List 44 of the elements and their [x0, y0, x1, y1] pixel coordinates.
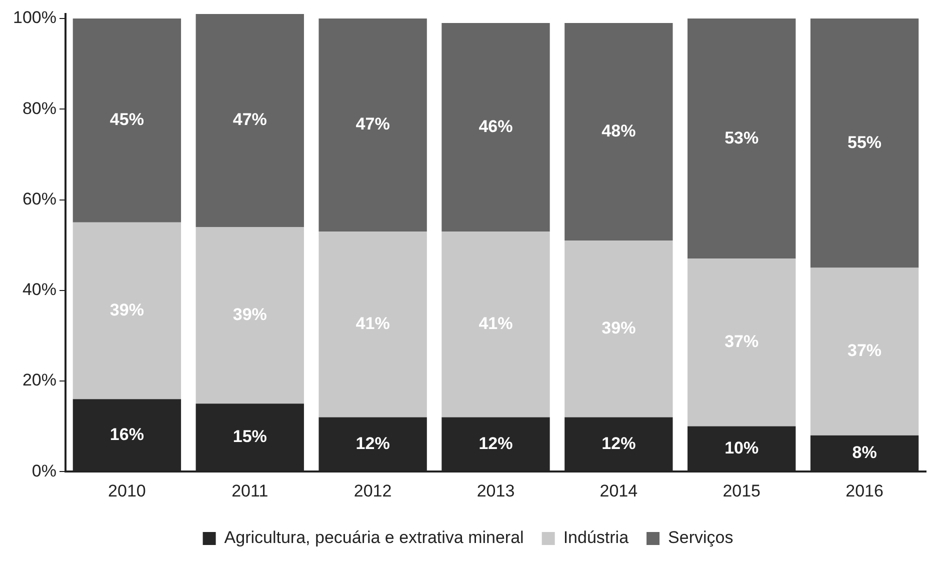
y-tick-label: 60%: [22, 189, 56, 208]
x-tick-label: 2016: [846, 481, 884, 500]
data-label: 47%: [356, 114, 390, 134]
data-label: 8%: [852, 442, 877, 462]
data-label: 15%: [232, 427, 267, 446]
bar: [442, 231, 550, 418]
bar: [810, 18, 919, 268]
bar: [564, 23, 673, 241]
data-label: 48%: [602, 121, 636, 140]
x-tick-label: 2014: [600, 481, 638, 500]
legend-label: Agricultura, pecuária e extrativa mineral: [224, 528, 524, 548]
x-tick-label: 2011: [232, 481, 268, 500]
data-label: 12%: [478, 434, 513, 453]
data-label: 45%: [110, 110, 144, 130]
legend-label: Indústria: [563, 528, 630, 548]
x-tick-label: 2010: [108, 481, 146, 500]
data-label: 47%: [232, 110, 267, 130]
bar: [318, 231, 427, 418]
bar: [810, 268, 919, 436]
y-tick-label: 20%: [22, 370, 56, 390]
y-tick-label: 40%: [22, 280, 56, 300]
y-tick-label: 100%: [12, 8, 56, 28]
data-label: 55%: [848, 132, 882, 152]
data-label: 53%: [724, 128, 759, 148]
bar: [196, 226, 304, 404]
x-tick-label: 2013: [476, 481, 515, 500]
bar: [688, 258, 796, 426]
data-label: 12%: [356, 434, 390, 453]
data-label: 46%: [478, 116, 513, 136]
bar: [318, 18, 427, 232]
data-label: 10%: [724, 438, 759, 458]
x-tick-label: 2012: [354, 481, 392, 500]
bar: [564, 240, 673, 418]
bar: [72, 222, 182, 400]
x-tick-label: 2015: [722, 481, 761, 500]
bar: [196, 14, 304, 227]
data-label: 16%: [110, 424, 144, 444]
bar: [442, 23, 550, 232]
y-tick-label: 0%: [32, 461, 56, 480]
y-tick-label: 80%: [22, 98, 56, 118]
data-label: 12%: [602, 434, 636, 453]
bar: [72, 18, 182, 222]
legend-label: Serviços: [668, 528, 734, 548]
bar: [688, 18, 796, 259]
